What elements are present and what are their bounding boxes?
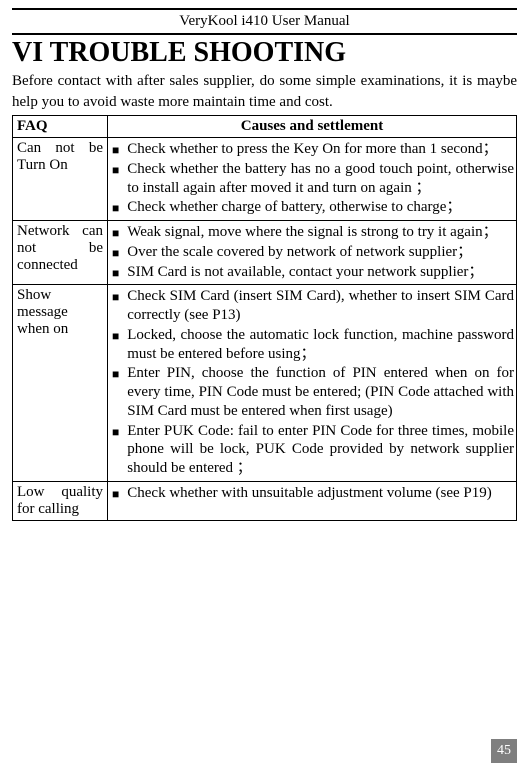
square-bullet-icon: ■ bbox=[112, 487, 119, 502]
list-item-text: Check whether the battery has no a good … bbox=[127, 160, 514, 198]
square-bullet-icon: ■ bbox=[112, 367, 119, 382]
faq-cell: Showmessagewhen on bbox=[13, 285, 108, 482]
list-item: ■ Enter PIN, choose the function of PIN e… bbox=[110, 364, 514, 420]
faq-cell: Can not beTurn On bbox=[13, 138, 108, 221]
settlement-cell: ■ Check SIM Card (insert SIM Card), wheth… bbox=[108, 285, 517, 482]
list-item: ■ Enter PUK Code: fail to enter PIN Code … bbox=[110, 422, 514, 478]
square-bullet-icon: ■ bbox=[112, 163, 119, 178]
square-bullet-icon: ■ bbox=[112, 290, 119, 305]
square-bullet-icon: ■ bbox=[112, 143, 119, 158]
list-item-text: Check whether with unsuitable adjustment… bbox=[127, 484, 514, 503]
intro-text: Before contact with after sales supplier… bbox=[12, 71, 517, 113]
square-bullet-icon: ■ bbox=[112, 246, 119, 261]
square-bullet-icon: ■ bbox=[112, 226, 119, 241]
table-row: Can not beTurn On ■ Check whether to press… bbox=[13, 138, 517, 221]
list-item: ■ Check SIM Card (insert SIM Card), wheth… bbox=[110, 287, 514, 325]
square-bullet-icon: ■ bbox=[112, 201, 119, 216]
faq-cell: Network cannot beconnected bbox=[13, 221, 108, 285]
list-item-text: Check whether to press the Key On for mo… bbox=[127, 140, 514, 159]
troubleshooting-table: FAQ Causes and settlement Can not beTurn… bbox=[12, 115, 517, 521]
list-item-text: Locked, choose the automatic lock functi… bbox=[127, 326, 514, 364]
list-item: ■ Over the scale covered by network of ne… bbox=[110, 243, 514, 262]
settlement-cell: ■ Check whether with unsuitable adjustmen… bbox=[108, 481, 517, 520]
list-item: ■ Weak signal, move where the signal is s… bbox=[110, 223, 514, 242]
list-item: ■ Check whether to press the Key On for m… bbox=[110, 140, 514, 159]
settlement-cell: ■ Check whether to press the Key On for m… bbox=[108, 138, 517, 221]
list-item: ■ Check whether charge of battery, otherw… bbox=[110, 198, 514, 217]
table-row: Showmessagewhen on ■ Check SIM Card (inser… bbox=[13, 285, 517, 482]
faq-cell: Low qualityfor calling bbox=[13, 481, 108, 520]
list-item-text: Check whether charge of battery, otherwi… bbox=[127, 198, 514, 217]
settlement-cell: ■ Weak signal, move where the signal is s… bbox=[108, 221, 517, 285]
square-bullet-icon: ■ bbox=[112, 329, 119, 344]
table-header-causes: Causes and settlement bbox=[108, 116, 517, 138]
list-item: ■ SIM Card is not available, contact your… bbox=[110, 263, 514, 282]
list-item: ■ Check whether with unsuitable adjustmen… bbox=[110, 484, 514, 503]
list-item-text: Over the scale covered by network of net… bbox=[127, 243, 514, 262]
list-item: ■ Locked, choose the automatic lock funct… bbox=[110, 326, 514, 364]
list-item: ■ Check whether the battery has no a good… bbox=[110, 160, 514, 198]
page-number: 45 bbox=[491, 739, 517, 763]
table-row: Network cannot beconnected ■ Weak signal, … bbox=[13, 221, 517, 285]
square-bullet-icon: ■ bbox=[112, 425, 119, 440]
list-item-text: Check SIM Card (insert SIM Card), whethe… bbox=[127, 287, 514, 325]
document-header: VeryKool i410 User Manual bbox=[12, 8, 517, 35]
list-item-text: Enter PUK Code: fail to enter PIN Code f… bbox=[127, 422, 514, 478]
section-title: VI TROUBLE SHOOTING bbox=[12, 37, 517, 69]
list-item-text: Enter PIN, choose the function of PIN en… bbox=[127, 364, 514, 420]
table-row: Low qualityfor calling ■ Check whether wit… bbox=[13, 481, 517, 520]
table-header-faq: FAQ bbox=[13, 116, 108, 138]
list-item-text: SIM Card is not available, contact your … bbox=[127, 263, 514, 282]
square-bullet-icon: ■ bbox=[112, 266, 119, 281]
list-item-text: Weak signal, move where the signal is st… bbox=[127, 223, 514, 242]
